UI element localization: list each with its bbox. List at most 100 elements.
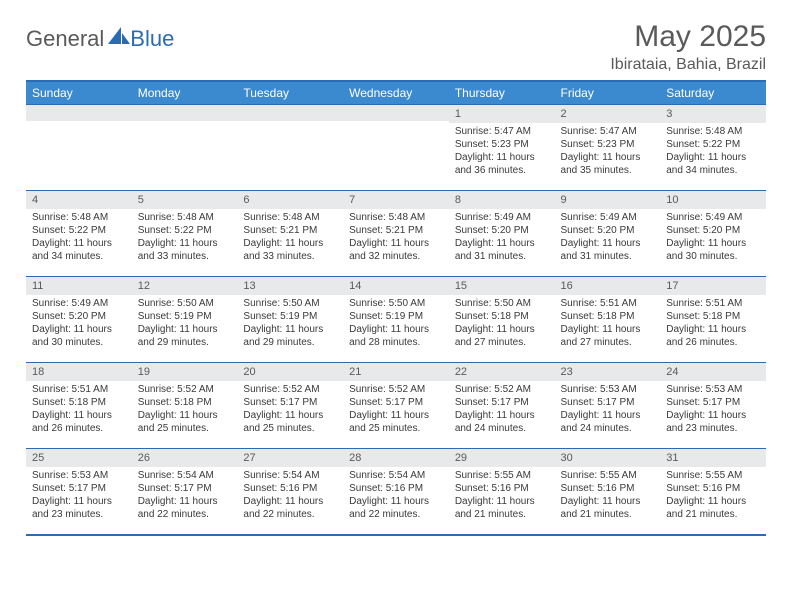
daylight-text: Daylight: 11 hours and 22 minutes.: [138, 495, 232, 521]
sunset-text: Sunset: 5:18 PM: [32, 396, 126, 409]
daylight-text: Daylight: 11 hours and 32 minutes.: [349, 237, 443, 263]
sunset-text: Sunset: 5:17 PM: [32, 482, 126, 495]
day-number: 1: [449, 105, 555, 123]
sunset-text: Sunset: 5:17 PM: [243, 396, 337, 409]
calendar-cell: 1Sunrise: 5:47 AMSunset: 5:23 PMDaylight…: [449, 105, 555, 191]
daylight-text: Daylight: 11 hours and 21 minutes.: [561, 495, 655, 521]
day-number: 23: [555, 363, 661, 381]
day-detail: Sunrise: 5:49 AMSunset: 5:20 PMDaylight:…: [555, 209, 661, 267]
calendar-cell: 5Sunrise: 5:48 AMSunset: 5:22 PMDaylight…: [132, 191, 238, 277]
day-number: 3: [660, 105, 766, 123]
sunset-text: Sunset: 5:16 PM: [349, 482, 443, 495]
daylight-text: Daylight: 11 hours and 31 minutes.: [455, 237, 549, 263]
daylight-text: Daylight: 11 hours and 21 minutes.: [666, 495, 760, 521]
sunrise-text: Sunrise: 5:50 AM: [455, 297, 549, 310]
weekday-header: Sunday: [26, 81, 132, 105]
daylight-text: Daylight: 11 hours and 33 minutes.: [138, 237, 232, 263]
sunrise-text: Sunrise: 5:55 AM: [561, 469, 655, 482]
day-detail: Sunrise: 5:52 AMSunset: 5:18 PMDaylight:…: [132, 381, 238, 439]
day-detail: Sunrise: 5:49 AMSunset: 5:20 PMDaylight:…: [26, 295, 132, 353]
sunrise-text: Sunrise: 5:48 AM: [138, 211, 232, 224]
calendar-cell: 12Sunrise: 5:50 AMSunset: 5:19 PMDayligh…: [132, 277, 238, 363]
calendar-cell: 30Sunrise: 5:55 AMSunset: 5:16 PMDayligh…: [555, 449, 661, 535]
calendar-cell: 19Sunrise: 5:52 AMSunset: 5:18 PMDayligh…: [132, 363, 238, 449]
day-detail: Sunrise: 5:54 AMSunset: 5:17 PMDaylight:…: [132, 467, 238, 525]
weekday-header: Wednesday: [343, 81, 449, 105]
calendar-cell: 25Sunrise: 5:53 AMSunset: 5:17 PMDayligh…: [26, 449, 132, 535]
sunset-text: Sunset: 5:20 PM: [561, 224, 655, 237]
day-number: 5: [132, 191, 238, 209]
sunrise-text: Sunrise: 5:53 AM: [32, 469, 126, 482]
day-number: 27: [237, 449, 343, 467]
daylight-text: Daylight: 11 hours and 26 minutes.: [666, 323, 760, 349]
location-label: Ibirataia, Bahia, Brazil: [610, 56, 766, 74]
sunrise-text: Sunrise: 5:54 AM: [349, 469, 443, 482]
calendar-cell: 26Sunrise: 5:54 AMSunset: 5:17 PMDayligh…: [132, 449, 238, 535]
sunrise-text: Sunrise: 5:54 AM: [243, 469, 337, 482]
day-detail: Sunrise: 5:54 AMSunset: 5:16 PMDaylight:…: [343, 467, 449, 525]
daylight-text: Daylight: 11 hours and 23 minutes.: [32, 495, 126, 521]
daylight-text: Daylight: 11 hours and 36 minutes.: [455, 151, 549, 177]
sunrise-text: Sunrise: 5:48 AM: [32, 211, 126, 224]
daylight-text: Daylight: 11 hours and 30 minutes.: [666, 237, 760, 263]
day-detail: Sunrise: 5:51 AMSunset: 5:18 PMDaylight:…: [660, 295, 766, 353]
day-detail: Sunrise: 5:49 AMSunset: 5:20 PMDaylight:…: [660, 209, 766, 267]
calendar-cell: 13Sunrise: 5:50 AMSunset: 5:19 PMDayligh…: [237, 277, 343, 363]
day-detail: Sunrise: 5:48 AMSunset: 5:22 PMDaylight:…: [132, 209, 238, 267]
day-detail: Sunrise: 5:52 AMSunset: 5:17 PMDaylight:…: [343, 381, 449, 439]
sunset-text: Sunset: 5:17 PM: [455, 396, 549, 409]
sunrise-text: Sunrise: 5:51 AM: [561, 297, 655, 310]
sunset-text: Sunset: 5:18 PM: [666, 310, 760, 323]
day-number: 6: [237, 191, 343, 209]
day-number: 7: [343, 191, 449, 209]
calendar-row: 18Sunrise: 5:51 AMSunset: 5:18 PMDayligh…: [26, 363, 766, 449]
sunrise-text: Sunrise: 5:54 AM: [138, 469, 232, 482]
calendar-cell: 17Sunrise: 5:51 AMSunset: 5:18 PMDayligh…: [660, 277, 766, 363]
day-number: 12: [132, 277, 238, 295]
sunrise-text: Sunrise: 5:49 AM: [32, 297, 126, 310]
sunset-text: Sunset: 5:20 PM: [455, 224, 549, 237]
sunset-text: Sunset: 5:19 PM: [243, 310, 337, 323]
daylight-text: Daylight: 11 hours and 31 minutes.: [561, 237, 655, 263]
sunrise-text: Sunrise: 5:47 AM: [561, 125, 655, 138]
calendar-cell: 2Sunrise: 5:47 AMSunset: 5:23 PMDaylight…: [555, 105, 661, 191]
calendar-cell: 28Sunrise: 5:54 AMSunset: 5:16 PMDayligh…: [343, 449, 449, 535]
day-number: [237, 105, 343, 121]
sunrise-text: Sunrise: 5:50 AM: [243, 297, 337, 310]
daylight-text: Daylight: 11 hours and 25 minutes.: [243, 409, 337, 435]
day-detail: Sunrise: 5:47 AMSunset: 5:23 PMDaylight:…: [449, 123, 555, 181]
day-number: 15: [449, 277, 555, 295]
day-number: [343, 105, 449, 121]
calendar-cell: 23Sunrise: 5:53 AMSunset: 5:17 PMDayligh…: [555, 363, 661, 449]
daylight-text: Daylight: 11 hours and 30 minutes.: [32, 323, 126, 349]
sunset-text: Sunset: 5:23 PM: [455, 138, 549, 151]
calendar-cell: 27 Sunrise: 5:54 AMSunset: 5:16 PMDayligh…: [237, 449, 343, 535]
daylight-text: Daylight: 11 hours and 29 minutes.: [243, 323, 337, 349]
brand-part2: Blue: [130, 26, 174, 52]
calendar-row: 4Sunrise: 5:48 AMSunset: 5:22 PMDaylight…: [26, 191, 766, 277]
brand-part1: General: [26, 26, 104, 52]
weekday-header: Saturday: [660, 81, 766, 105]
calendar-cell: 20Sunrise: 5:52 AMSunset: 5:17 PMDayligh…: [237, 363, 343, 449]
day-detail: Sunrise: 5:52 AMSunset: 5:17 PMDaylight:…: [237, 381, 343, 439]
calendar-row: 1Sunrise: 5:47 AMSunset: 5:23 PMDaylight…: [26, 105, 766, 191]
day-number: 31: [660, 449, 766, 467]
calendar-cell: [26, 105, 132, 191]
calendar-cell: [237, 105, 343, 191]
daylight-text: Daylight: 11 hours and 23 minutes.: [666, 409, 760, 435]
calendar-cell: 31Sunrise: 5:55 AMSunset: 5:16 PMDayligh…: [660, 449, 766, 535]
day-detail: Sunrise: 5:50 AMSunset: 5:19 PMDaylight:…: [237, 295, 343, 353]
calendar-cell: 3Sunrise: 5:48 AMSunset: 5:22 PMDaylight…: [660, 105, 766, 191]
day-number: 20: [237, 363, 343, 381]
day-number: 24: [660, 363, 766, 381]
sunset-text: Sunset: 5:18 PM: [455, 310, 549, 323]
page: General Blue May 2025 Ibirataia, Bahia, …: [0, 0, 792, 536]
sunset-text: Sunset: 5:16 PM: [243, 482, 337, 495]
calendar-cell: 6Sunrise: 5:48 AMSunset: 5:21 PMDaylight…: [237, 191, 343, 277]
daylight-text: Daylight: 11 hours and 22 minutes.: [243, 495, 337, 521]
day-detail: Sunrise: 5:48 AMSunset: 5:22 PMDaylight:…: [26, 209, 132, 267]
daylight-text: Daylight: 11 hours and 25 minutes.: [349, 409, 443, 435]
daylight-text: Daylight: 11 hours and 34 minutes.: [666, 151, 760, 177]
day-detail: Sunrise: 5:50 AMSunset: 5:19 PMDaylight:…: [343, 295, 449, 353]
sunrise-text: Sunrise: 5:52 AM: [455, 383, 549, 396]
